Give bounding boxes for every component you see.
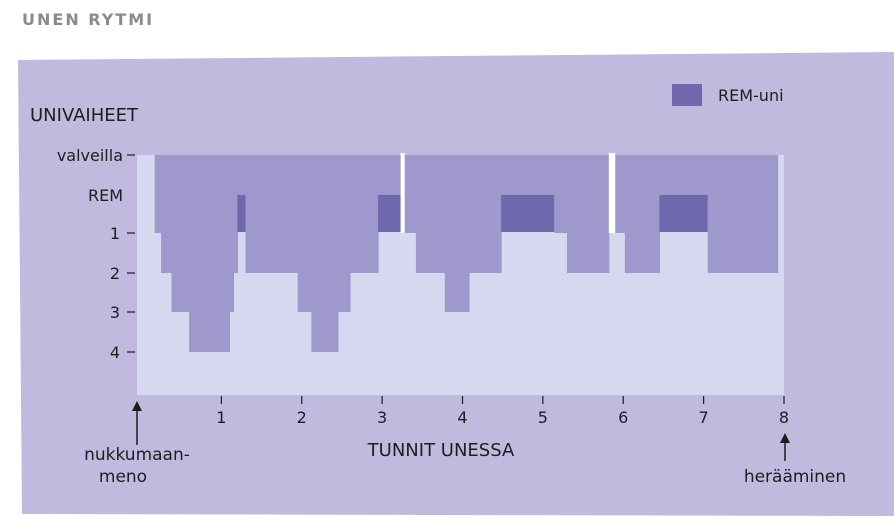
y-tick-label-4: 3 [110, 303, 120, 322]
sleep-segment-17 [444, 155, 470, 312]
sleep-segment-10 [311, 155, 339, 352]
sleep-segment-1 [154, 155, 162, 233]
sleep-segment-3 [171, 155, 190, 312]
sleep-segment-7 [237, 155, 247, 232]
start-annotation-line2: meno [99, 467, 147, 487]
sleep-segment-23 [615, 155, 626, 233]
page-title: UNEN RYTMI [22, 10, 155, 29]
rem-segment-2 [501, 195, 555, 232]
x-tick-label-3: 4 [457, 408, 467, 427]
y-tick-label-0: valveilla [57, 146, 123, 165]
x-axis-label: TUNNIT UNESSA [367, 440, 515, 461]
y-tick-label-5: 4 [110, 343, 120, 362]
start-annotation-line1: nukkumaan- [84, 445, 190, 465]
sleep-segment-2 [161, 155, 173, 273]
legend: REM-uni [672, 84, 784, 106]
sleep-segment-11 [337, 155, 351, 312]
sleep-segment-6 [233, 155, 239, 273]
sleep-segment-16 [415, 155, 446, 273]
y-tick-label-3: 2 [110, 264, 120, 283]
sleep-segment-21 [566, 155, 610, 273]
x-tick-label-0: 1 [216, 408, 226, 427]
x-tick-label-4: 5 [538, 408, 548, 427]
rem-bars [237, 195, 708, 232]
end-arrow-head [780, 433, 790, 443]
y-tick-label-2: 1 [110, 224, 120, 243]
end-annotation: herääminen [744, 433, 846, 487]
wake-gaps [400, 153, 616, 233]
sleep-segment-24 [624, 155, 661, 273]
x-tick-label-7: 8 [779, 408, 789, 427]
sleep-segment-15 [404, 155, 417, 233]
rem-segment-1 [378, 195, 401, 232]
x-tick-label-5: 6 [618, 408, 628, 427]
legend-swatch-rem [672, 84, 702, 106]
y-ticks: valveilla REM 1 2 3 4 [57, 146, 135, 362]
sleep-segment-4 [189, 155, 231, 352]
sleep-segment-8 [245, 155, 299, 273]
x-tick-label-1: 2 [297, 408, 307, 427]
start-annotation: nukkumaan- meno [84, 401, 190, 487]
sleep-segment-5 [229, 155, 235, 312]
sleep-segment-20 [554, 155, 568, 233]
rem-segment-0 [237, 195, 246, 232]
sleep-segment-9 [297, 155, 312, 312]
sleep-segment-26 [707, 155, 779, 273]
sleep-segment-18 [468, 155, 502, 273]
rem-segment-3 [659, 195, 708, 232]
x-tick-label-2: 3 [377, 408, 387, 427]
start-arrow-head [132, 401, 142, 411]
wake-gap-0 [400, 153, 405, 233]
x-tick-label-6: 7 [699, 408, 709, 427]
x-ticks: 1 2 3 4 5 6 7 8 [216, 396, 789, 427]
y-axis-label: UNIVAIHEET [30, 105, 139, 126]
end-annotation-text: herääminen [744, 467, 846, 487]
y-tick-label-1: REM [88, 186, 123, 205]
legend-label-rem: REM-uni [718, 86, 784, 105]
sleep-segment-12 [349, 155, 379, 273]
wake-gap-1 [608, 153, 616, 233]
